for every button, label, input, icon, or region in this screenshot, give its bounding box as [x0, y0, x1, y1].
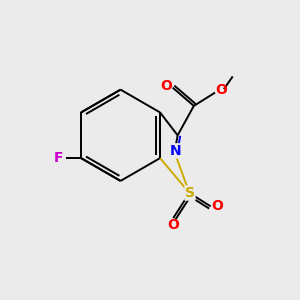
- Text: S: S: [185, 186, 195, 200]
- Text: O: O: [167, 218, 179, 232]
- Text: O: O: [211, 199, 223, 213]
- Text: O: O: [216, 83, 227, 97]
- Text: N: N: [170, 144, 182, 158]
- Text: F: F: [54, 151, 64, 165]
- Text: O: O: [160, 79, 172, 93]
